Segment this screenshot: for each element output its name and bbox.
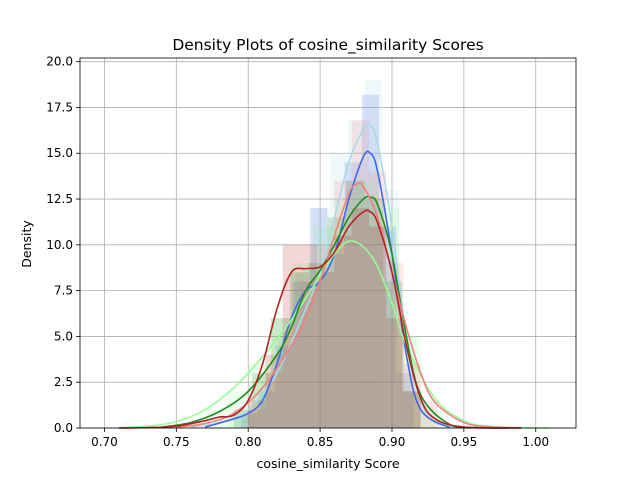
y-tick-label: 20.0	[46, 55, 73, 69]
histogram-bar	[282, 244, 300, 428]
y-tick-label: 2.5	[54, 375, 73, 389]
y-tick-label: 5.0	[54, 329, 73, 343]
x-tick-label: 0.70	[91, 435, 118, 449]
x-tick-label: 1.00	[522, 435, 549, 449]
histogram-bar	[271, 318, 290, 428]
histogram-bar	[351, 208, 369, 428]
histogram-bar	[299, 244, 318, 428]
histogram-bar	[379, 226, 397, 428]
x-axis-label: cosine_similarity Score	[256, 456, 399, 471]
histogram-bar	[356, 180, 378, 428]
histogram-bar	[317, 272, 335, 428]
y-axis-ticks: 0.0 2.5 5.0 7.5 10.0 12.5 15.0 17.5 20.0	[46, 55, 80, 435]
histogram-bar	[364, 199, 384, 428]
x-tick-label: 0.75	[163, 435, 190, 449]
histogram-bar	[226, 418, 244, 428]
histogram-bar	[345, 180, 365, 428]
y-tick-label: 15.0	[46, 146, 73, 160]
density-curves	[118, 123, 551, 429]
kde-curve-6	[118, 209, 522, 429]
x-tick-label: 0.85	[307, 435, 334, 449]
y-tick-label: 7.5	[54, 284, 73, 298]
x-tick-label: 0.95	[451, 435, 478, 449]
histogram-bar	[317, 244, 335, 428]
y-tick-label: 0.0	[54, 421, 73, 435]
histogram-bar	[361, 94, 380, 428]
histogram-bar	[241, 413, 259, 428]
histogram-bar	[386, 318, 404, 428]
x-tick-label: 0.90	[379, 435, 406, 449]
kde-curve-4	[161, 195, 479, 429]
histogram-bar	[364, 79, 382, 429]
histogram-bar	[327, 253, 345, 428]
histogram-bar	[265, 373, 283, 428]
histogram-bar	[344, 162, 362, 428]
histogram-bar	[327, 217, 346, 428]
kde-curve-5	[176, 181, 522, 429]
histogram-bar	[416, 406, 434, 428]
x-axis-ticks: 0.70 0.75 0.80 0.85 0.90 0.95 1.00	[91, 428, 549, 449]
histogram-bar	[299, 281, 318, 428]
histogram-bar	[269, 318, 292, 428]
kde-curve-3	[118, 240, 551, 429]
y-tick-label: 17.5	[46, 100, 73, 114]
histogram-bar	[403, 391, 421, 428]
histogram-bar	[265, 354, 283, 428]
histogram-bar	[403, 363, 421, 428]
histogram-bar	[308, 263, 328, 428]
histogram-bar	[248, 409, 266, 428]
plot-frame	[79, 57, 577, 429]
y-axis-label: Density	[19, 220, 34, 268]
histogram-bar	[205, 409, 227, 428]
histogram-bar	[334, 199, 357, 428]
x-tick-label: 0.80	[235, 435, 262, 449]
histogram-bar	[347, 120, 365, 429]
histogram-bar	[396, 373, 414, 428]
histogram-bar	[334, 235, 352, 428]
y-tick-label: 10.0	[46, 238, 73, 252]
y-tick-label: 12.5	[46, 192, 73, 206]
histogram-bar	[248, 400, 266, 428]
chart-title: Density Plots of cosine_similarity Score…	[172, 36, 483, 55]
histogram-bar	[248, 363, 270, 428]
